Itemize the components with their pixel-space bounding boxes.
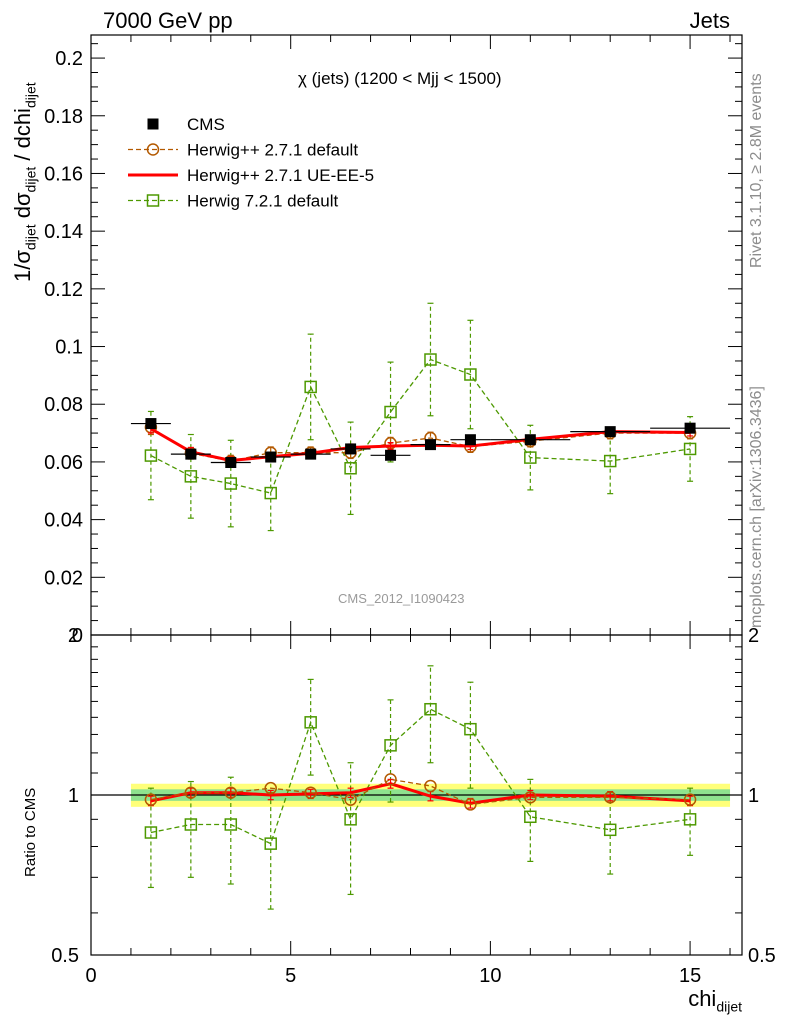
legend-marker-herwig-2-7-1-default (146, 143, 160, 156)
main-point-herwig-7-2-1-default (603, 454, 617, 468)
legend-marker-herwig-7-2-1-default (146, 194, 160, 207)
main-point-cms (345, 443, 357, 455)
ratio-point-herwig-7-2-1-default (464, 722, 477, 736)
ratio-point-herwig-2-7-1-default (344, 793, 357, 806)
main-point-herwig-7-2-1-default (304, 380, 317, 394)
ratio-point-herwig-7-2-1-default (184, 818, 198, 831)
x-tick-label: 0 (85, 965, 96, 987)
main-point-cms (225, 457, 237, 468)
ratio-y-tick-label-right: 0.5 (748, 945, 776, 967)
main-point-herwig-7-2-1-default (384, 405, 397, 419)
main-y-tick-label: 0.14 (44, 221, 83, 243)
ratio-point-herwig-7-2-1-default (524, 810, 537, 824)
ratio-point-herwig-2-7-1-default (144, 793, 158, 806)
legend-marker-cms (147, 118, 159, 130)
ratio-point-herwig-2-7-1-default (603, 791, 617, 804)
main-point-herwig-7-2-1-default (424, 353, 437, 366)
ratio-point-herwig-2-7-1-default (424, 779, 437, 793)
ratio-y-tick-label-left: 0.5 (51, 945, 79, 967)
main-point-cms (265, 451, 277, 463)
ratio-point-herwig-7-2-1-default (424, 702, 437, 716)
ratio-point-herwig-7-2-1-default (224, 818, 238, 831)
ratio-y-tick-label-left: 1 (68, 785, 79, 807)
main-y-tick-label: 0.04 (44, 510, 83, 532)
side-label-mcplots: mcplots.cern.ch [arXiv:1306.3436] (748, 386, 765, 628)
legend-label-herwig-2-7-1-default: Herwig++ 2.7.1 default (187, 141, 358, 160)
ratio-point-herwig-7-2-1-default (304, 716, 317, 729)
main-point-cms (684, 422, 696, 434)
chart-title: χ (jets) (1200 < Mjj < 1500) (298, 69, 502, 88)
main-point-herwig-7-2-1-default (144, 449, 158, 462)
y-axis-label-main: 1/σdijet dσdijet / dchidijet (10, 82, 39, 282)
main-point-herwig-7-2-1-default (344, 462, 357, 475)
ratio-point-herwig-2-7-1-default (683, 793, 697, 806)
main-line-herwig-7-2-1-default (150, 358, 691, 494)
ratio-line-herwig-2-7-1-default (150, 778, 691, 806)
main-point-herwig-7-2-1-default (683, 442, 697, 456)
main-y-tick-label: 0 (72, 625, 83, 647)
main-y-tick-label: 0.18 (44, 106, 83, 128)
main-y-tick-label: 0.2 (55, 48, 83, 70)
ratio-point-herwig-2-7-1-default (464, 798, 477, 811)
ratio-point-herwig-7-2-1-default (144, 826, 158, 839)
ratio-point-herwig-2-7-1-default (224, 786, 238, 799)
main-point-cms (464, 434, 476, 446)
ratio-y-tick-label-left: 2 (68, 625, 79, 647)
main-y-tick-label: 0.06 (44, 452, 83, 474)
ratio-point-herwig-7-2-1-default (264, 837, 277, 850)
main-point-cms (145, 418, 157, 430)
legend-label-herwig-2-7-1-ue-ee-5: Herwig++ 2.7.1 UE-EE-5 (187, 166, 374, 185)
main-point-herwig-7-2-1-default (264, 486, 277, 500)
legend-label-cms: CMS (187, 115, 225, 134)
ratio-point-herwig-2-7-1-default (524, 791, 537, 804)
main-point-cms (385, 449, 397, 461)
ratio-point-herwig-7-2-1-default (344, 813, 357, 826)
main-y-tick-label: 0.02 (44, 567, 83, 589)
ratio-y-tick-label-right: 1 (748, 785, 759, 807)
main-point-cms (604, 426, 616, 438)
main-point-cms (185, 448, 197, 460)
main-point-herwig-7-2-1-default (184, 470, 198, 483)
main-y-tick-label: 0.16 (44, 163, 83, 185)
x-axis-label: chidijet (688, 986, 742, 1015)
main-point-herwig-7-2-1-default (524, 451, 537, 464)
y-axis-label-ratio: Ratio to CMS (22, 787, 39, 877)
main-y-tick-label: 0.12 (44, 279, 83, 301)
x-tick-label: 15 (679, 965, 701, 987)
ratio-point-herwig-7-2-1-default (603, 823, 617, 837)
ratio-point-herwig-7-2-1-default (384, 739, 397, 752)
main-point-herwig-7-2-1-default (464, 368, 477, 381)
header-left: 7000 GeV pp (103, 8, 233, 33)
header-right: Jets (689, 8, 730, 33)
main-point-cms (305, 448, 317, 460)
legend-label-herwig-7-2-1-default: Herwig 7.2.1 default (187, 192, 338, 211)
main-line-herwig-2-7-1-ue-ee-5 (150, 427, 691, 462)
main-y-tick-label: 0.08 (44, 394, 83, 416)
main-point-herwig-7-2-1-default (224, 477, 238, 490)
x-tick-label: 10 (479, 965, 501, 987)
ratio-line-herwig-7-2-1-default (150, 708, 691, 845)
ratio-point-herwig-2-7-1-default (384, 773, 397, 786)
ratio-point-herwig-7-2-1-default (683, 813, 697, 826)
ratio-y-tick-label-right: 2 (748, 625, 759, 647)
side-label-rivet: Rivet 3.1.10, ≥ 2.8M events (748, 73, 765, 268)
ratio-point-herwig-2-7-1-default (264, 781, 277, 795)
main-point-cms (424, 439, 436, 451)
ratio-point-herwig-2-7-1-default (184, 786, 198, 799)
main-y-tick-label: 0.1 (55, 337, 83, 359)
ratio-point-herwig-2-7-1-default (304, 786, 317, 799)
watermark: CMS_2012_I1090423 (338, 591, 465, 606)
x-tick-label: 5 (285, 965, 296, 987)
main-point-cms (524, 434, 536, 446)
